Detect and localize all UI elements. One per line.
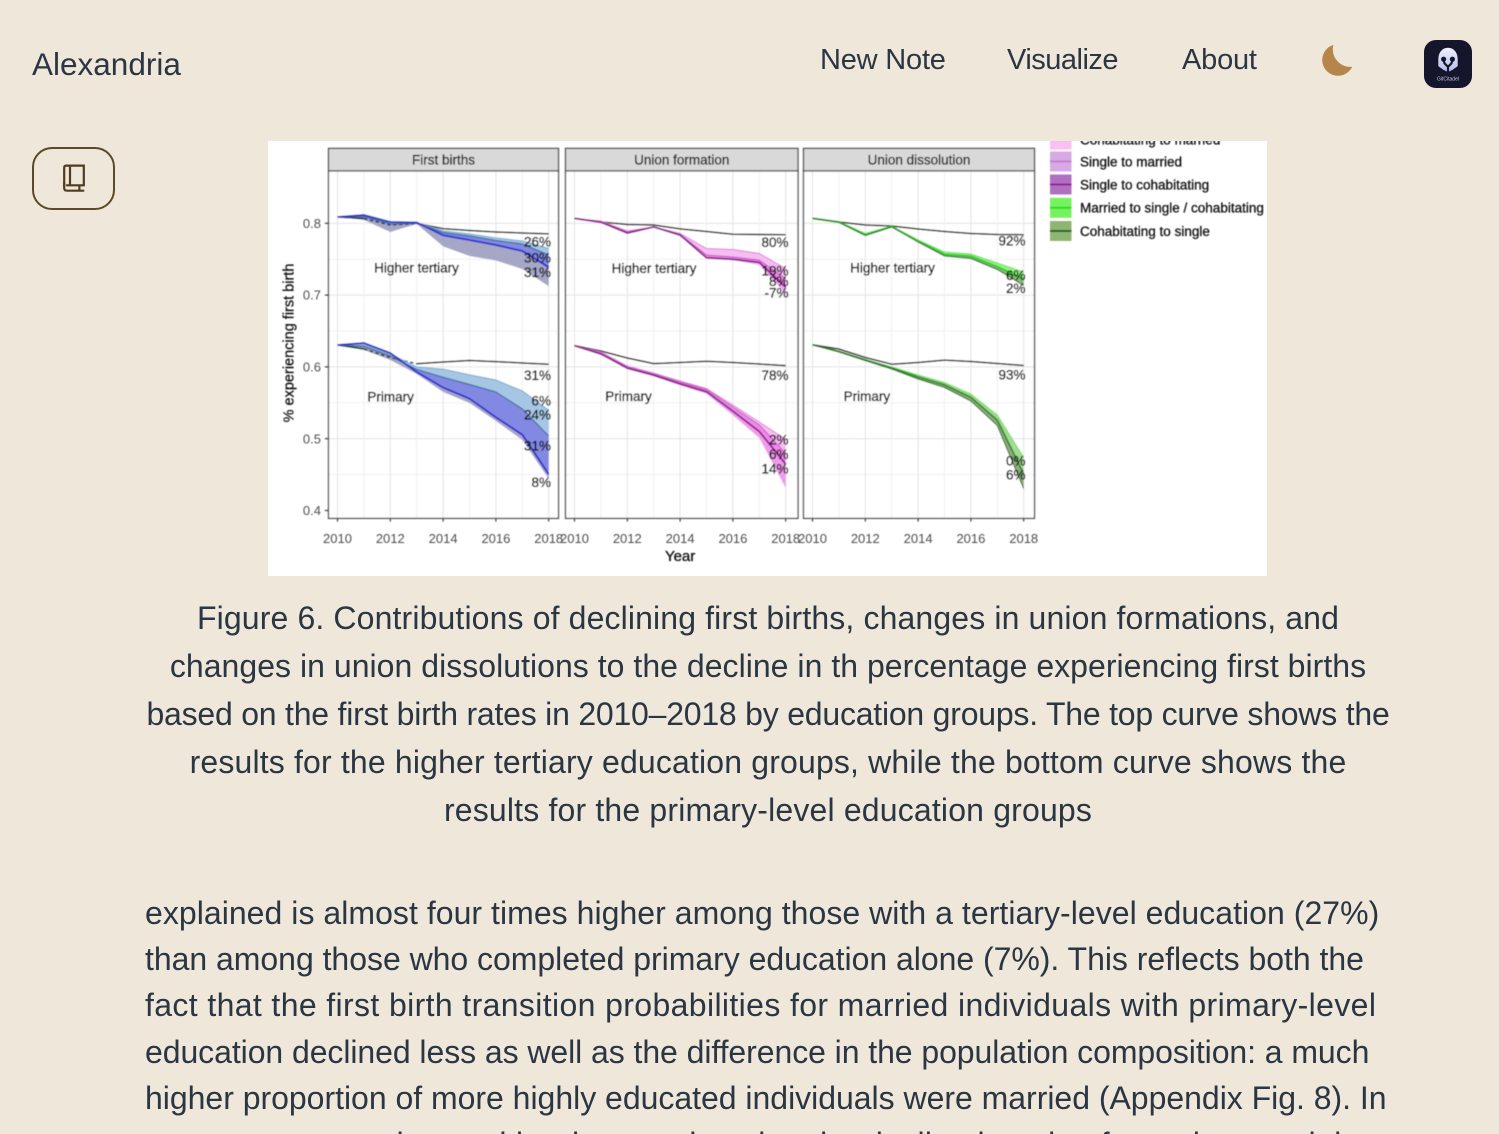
svg-text:6%: 6%: [769, 447, 789, 462]
svg-text:8%: 8%: [769, 274, 789, 289]
svg-text:6%: 6%: [531, 394, 551, 409]
svg-text:-7%: -7%: [764, 286, 788, 301]
svg-text:2010: 2010: [798, 531, 827, 546]
svg-text:78%: 78%: [761, 368, 788, 383]
svg-text:2010: 2010: [323, 531, 352, 546]
svg-text:0%: 0%: [1006, 454, 1026, 469]
svg-text:2%: 2%: [1006, 281, 1026, 296]
svg-text:Union dissolution: Union dissolution: [868, 153, 971, 168]
svg-text:2012: 2012: [851, 531, 880, 546]
svg-text:6%: 6%: [1006, 468, 1026, 483]
svg-text:0.5: 0.5: [303, 431, 321, 446]
svg-text:GitCitadel: GitCitadel: [1437, 77, 1459, 83]
svg-text:26%: 26%: [524, 235, 551, 250]
svg-text:Single to married: Single to married: [1080, 154, 1182, 169]
svg-text:31%: 31%: [524, 265, 551, 280]
svg-text:Higher tertiary: Higher tertiary: [850, 261, 935, 276]
svg-text:Year: Year: [665, 548, 695, 565]
svg-text:Primary: Primary: [605, 389, 652, 404]
svg-text:2%: 2%: [769, 433, 789, 448]
svg-text:Cohabitating to single: Cohabitating to single: [1080, 224, 1210, 239]
svg-text:% experiencing first birth: % experiencing first birth: [282, 264, 298, 423]
svg-text:2018: 2018: [771, 531, 800, 546]
svg-text:2014: 2014: [429, 531, 458, 546]
svg-text:2018: 2018: [1009, 531, 1038, 546]
svg-text:24%: 24%: [524, 408, 551, 423]
svg-text:2016: 2016: [481, 531, 510, 546]
svg-text:80%: 80%: [761, 235, 788, 250]
svg-text:6%: 6%: [1006, 268, 1026, 283]
svg-text:Cohabitating to married: Cohabitating to married: [1080, 141, 1220, 147]
svg-text:92%: 92%: [998, 233, 1025, 248]
svg-text:93%: 93%: [998, 367, 1025, 382]
svg-text:Union formation: Union formation: [634, 153, 729, 168]
svg-text:2014: 2014: [666, 531, 695, 546]
svg-text:31%: 31%: [524, 368, 551, 383]
svg-text:30%: 30%: [524, 251, 551, 266]
svg-text:First births: First births: [412, 153, 475, 168]
svg-text:Primary: Primary: [367, 390, 414, 405]
svg-text:Single to cohabitating: Single to cohabitating: [1080, 177, 1209, 192]
svg-text:2016: 2016: [956, 531, 985, 546]
svg-text:0.8: 0.8: [303, 216, 321, 231]
svg-text:8%: 8%: [531, 475, 551, 490]
svg-text:2014: 2014: [904, 531, 933, 546]
svg-text:2018: 2018: [534, 531, 563, 546]
svg-text:Married to single / cohabitati: Married to single / cohabitating: [1080, 201, 1264, 216]
svg-text:31%: 31%: [524, 439, 551, 454]
svg-text:0.6: 0.6: [303, 360, 321, 375]
svg-text:Higher tertiary: Higher tertiary: [374, 261, 459, 276]
svg-text:0.4: 0.4: [303, 503, 321, 518]
svg-text:2016: 2016: [718, 531, 747, 546]
svg-text:Primary: Primary: [844, 389, 891, 404]
svg-text:0.7: 0.7: [303, 288, 321, 303]
svg-text:Higher tertiary: Higher tertiary: [612, 261, 697, 276]
svg-text:2010: 2010: [560, 531, 589, 546]
svg-text:2012: 2012: [613, 531, 642, 546]
svg-text:14%: 14%: [761, 462, 788, 477]
svg-text:19%: 19%: [761, 264, 788, 279]
svg-text:2012: 2012: [376, 531, 405, 546]
